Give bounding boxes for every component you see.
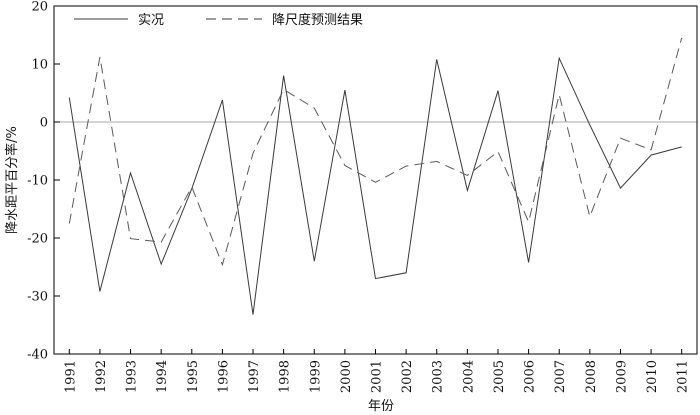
x-tick-label: 2002 bbox=[400, 360, 415, 393]
x-tick-label: 2007 bbox=[553, 360, 568, 393]
y-tick-label: -20 bbox=[27, 232, 48, 247]
x-tick-label: 1991 bbox=[63, 360, 78, 393]
x-tick-label: 2008 bbox=[584, 360, 599, 393]
y-axis-label: 降水距平百分率/% bbox=[4, 126, 20, 234]
y-tick-label: 10 bbox=[31, 58, 48, 73]
legend-item-actual-label: 实况 bbox=[138, 13, 164, 28]
y-tick-label: -30 bbox=[27, 290, 48, 305]
x-tick-label: 1997 bbox=[247, 360, 262, 393]
series-line-downscaled-prediction bbox=[68, 37, 683, 267]
y-tick-label: 20 bbox=[31, 0, 48, 15]
series-line-actual bbox=[68, 56, 682, 315]
x-tick-label: 1993 bbox=[125, 360, 140, 393]
x-tick-label: 1999 bbox=[308, 360, 323, 393]
y-tick-label: -40 bbox=[27, 348, 48, 363]
x-tick-label: 2009 bbox=[615, 360, 630, 393]
x-axis-label: 年份 bbox=[368, 399, 394, 414]
y-tick-label: -10 bbox=[27, 174, 48, 189]
y-tick-label: 0 bbox=[40, 116, 48, 131]
x-tick-label: 2005 bbox=[492, 360, 507, 393]
x-tick-label: 2006 bbox=[523, 360, 538, 393]
x-tick-label: 2004 bbox=[461, 360, 476, 393]
x-tick-label: 2000 bbox=[339, 360, 354, 393]
x-tick-label: 2003 bbox=[431, 360, 446, 393]
x-tick-label: 1996 bbox=[216, 360, 231, 393]
x-tick-label: 2011 bbox=[676, 360, 691, 393]
x-tick-label: 1994 bbox=[155, 360, 170, 393]
x-tick-label: 1998 bbox=[278, 360, 293, 393]
x-tick-label: 2010 bbox=[645, 360, 660, 393]
legend-item-downscaled-prediction-label: 降尺度预测结果 bbox=[272, 12, 363, 28]
x-tick-label: 2001 bbox=[370, 360, 385, 393]
x-tick-label: 1992 bbox=[94, 360, 109, 393]
x-tick-label: 1995 bbox=[186, 360, 201, 393]
